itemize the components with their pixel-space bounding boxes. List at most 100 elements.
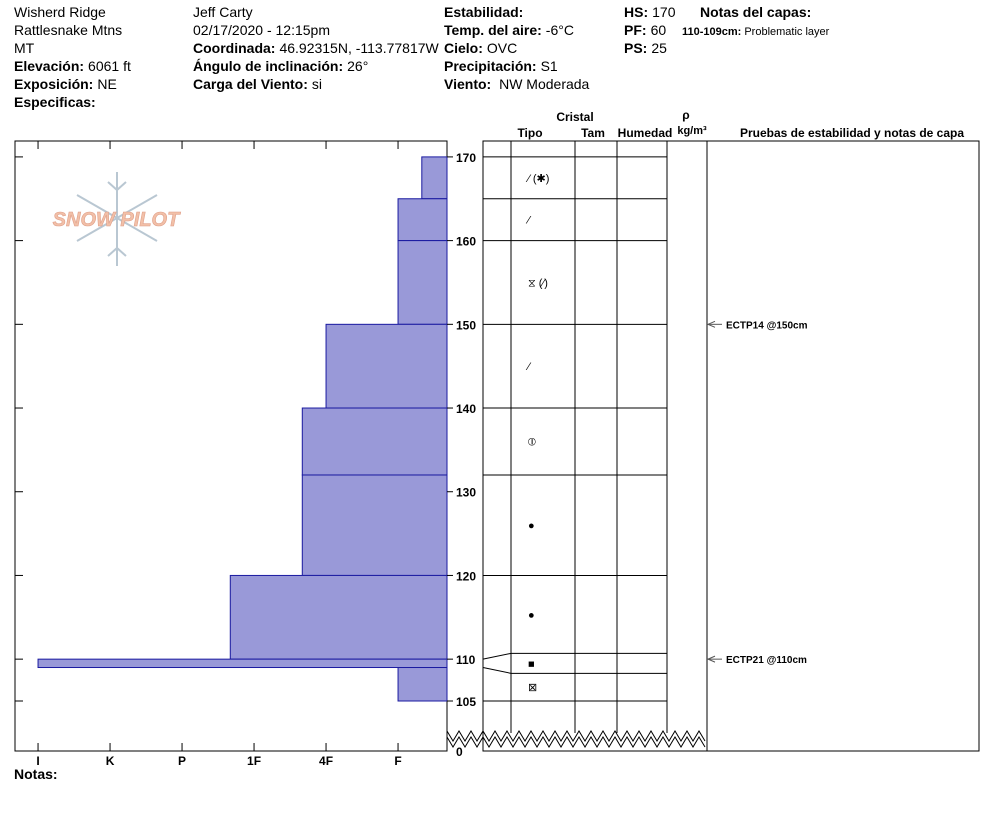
y-tick-label: 110	[456, 653, 476, 667]
field-value: 60	[651, 22, 667, 38]
header-field: Carga del Viento: si	[193, 76, 322, 92]
col-header: Cristal	[556, 110, 593, 124]
hardness-bar	[37, 658, 448, 669]
y-tick-label: 105	[456, 695, 476, 709]
header-field: Elevación: 6061 ft	[14, 58, 131, 74]
field-label: Exposición:	[14, 76, 93, 92]
field-label: Carga del Viento:	[193, 76, 308, 92]
hardness-bar	[421, 156, 448, 200]
grain-symbol: ■	[528, 658, 535, 670]
field-value: -6°C	[546, 22, 574, 38]
x-tick-label: 1F	[247, 754, 261, 768]
grain-symbol: ●	[528, 520, 535, 532]
header-field: Jeff Carty	[193, 4, 253, 20]
hardness-bar	[397, 667, 448, 702]
field-value: 46.92315N, -113.77817W	[279, 40, 439, 56]
crystal-frame	[482, 140, 980, 752]
test-arrowhead	[706, 320, 716, 328]
layer-connector	[482, 652, 512, 660]
header-field: Wisherd Ridge	[14, 4, 106, 20]
header-field: Especificas:	[14, 94, 96, 110]
grain-symbol: ●	[528, 609, 535, 621]
field-label: Temp. del aire:	[444, 22, 542, 38]
layer-note: 110-109cm: Problematic layer	[682, 26, 830, 38]
logo-text: SNOW PILOT	[53, 209, 181, 231]
header-field: MT	[14, 40, 35, 56]
header-field: PS: 25	[624, 40, 667, 56]
col-header: Tam	[581, 126, 605, 140]
field-label: Ángulo de inclinación:	[193, 58, 343, 74]
field-value: NE	[97, 76, 116, 92]
logo: SNOW PILOT	[52, 172, 181, 266]
header-field: Cielo: OVC	[444, 40, 517, 56]
layer-notes-title: Notas del capas:	[700, 4, 811, 20]
hardness-bar	[397, 240, 448, 325]
x-tick-label: P	[178, 754, 186, 768]
test-label: ECTP14 @150cm	[726, 320, 808, 331]
field-value: S1	[541, 58, 558, 74]
note-label: 110-109cm:	[682, 26, 741, 38]
hardness-bar	[325, 323, 448, 409]
y-tick-label: 120	[456, 569, 476, 583]
field-label: Precipitación:	[444, 58, 537, 74]
field-value: NW Moderada	[495, 76, 589, 92]
hardness-bar	[301, 474, 448, 576]
y-tick-label: 160	[456, 235, 476, 249]
header-field: PF: 60	[624, 22, 666, 38]
grain-symbol: ⁄	[525, 361, 532, 373]
col-header: Tipo	[517, 126, 542, 140]
header-field: Coordinada: 46.92315N, -113.77817W	[193, 40, 440, 56]
hardness-bar	[397, 198, 448, 242]
grain-symbol: ⦶	[527, 437, 536, 449]
y-tick-label: 140	[456, 402, 476, 416]
y-tick-label: 130	[456, 486, 476, 500]
col-header: Pruebas de estabilidad y notas de capa	[740, 126, 964, 140]
grain-symbol: ⧖ (⁄)	[528, 277, 548, 289]
header-field: Rattlesnake Mtns	[14, 22, 122, 38]
col-header: Humedad	[618, 126, 673, 140]
header-field: 02/17/2020 - 12:15pm	[193, 22, 330, 38]
field-label: Elevación:	[14, 58, 84, 74]
field-value: si	[312, 76, 322, 92]
field-label: Coordinada:	[193, 40, 275, 56]
field-label: Estabilidad:	[444, 4, 523, 20]
field-label: Viento:	[444, 76, 491, 92]
col-header: kg/m³	[677, 125, 707, 137]
grain-symbol: ⁄ (✱)	[525, 173, 549, 185]
notes-label: Notas:	[14, 766, 58, 782]
header-field: Exposición: NE	[14, 76, 117, 92]
field-value: 6061 ft	[88, 58, 131, 74]
col-header: ρ	[682, 108, 689, 122]
y-tick-label: 0	[456, 745, 463, 759]
x-tick-label: I	[36, 754, 39, 768]
field-value: OVC	[487, 40, 517, 56]
x-tick-label: K	[106, 754, 115, 768]
field-value: 170	[652, 4, 676, 20]
header-field: HS: 170	[624, 4, 676, 20]
field-label: HS:	[624, 4, 648, 20]
grain-symbol: ⊠	[528, 682, 537, 694]
field-label: PF:	[624, 22, 647, 38]
field-value: MT	[14, 40, 35, 56]
hardness-bar	[301, 407, 448, 476]
field-label: PS:	[624, 40, 647, 56]
field-value: Jeff Carty	[193, 4, 253, 20]
header-field: Precipitación: S1	[444, 58, 558, 74]
field-label: Especificas:	[14, 94, 96, 110]
header-field: Ángulo de inclinación: 26°	[193, 58, 368, 74]
x-tick-label: F	[394, 754, 401, 768]
hardness-bar	[229, 574, 448, 660]
field-label: Cielo:	[444, 40, 483, 56]
y-tick-label: 150	[456, 318, 476, 332]
note-value: Problematic layer	[744, 26, 829, 38]
field-value: 25	[651, 40, 667, 56]
y-tick-label: 170	[456, 151, 476, 165]
field-value: Rattlesnake Mtns	[14, 22, 122, 38]
test-label: ECTP21 @110cm	[726, 655, 807, 666]
x-tick-label: 4F	[319, 754, 333, 768]
test-arrowhead	[706, 655, 716, 663]
header-field: Viento: NW Moderada	[444, 76, 590, 92]
field-value: 02/17/2020 - 12:15pm	[193, 22, 330, 38]
header-field: Temp. del aire: -6°C	[444, 22, 574, 38]
